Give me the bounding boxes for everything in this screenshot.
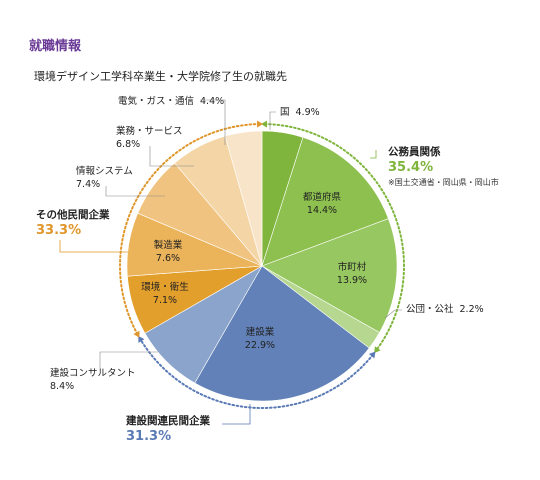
- slice-9-leader: [149, 146, 194, 167]
- ring-gov-arrow-start: [260, 120, 268, 128]
- slice-7-value: 7.6%: [156, 253, 180, 264]
- slice-5-leader: [99, 351, 158, 372]
- slice-0-leader: [269, 111, 276, 130]
- slice-10-label: 電気・ガス・通信: [118, 95, 194, 107]
- slice-7-label: 製造業: [154, 239, 183, 251]
- slice-4-wedge: [194, 265, 370, 402]
- slice-1-label: 都道府県: [303, 191, 342, 203]
- slice-6-label: 環境・衛生: [141, 281, 189, 293]
- group-gov-leader: [370, 150, 377, 159]
- slice-4-value: 22.9%: [245, 340, 275, 351]
- ring-construction-arrow-end: [138, 335, 145, 343]
- group-other-leader: [59, 240, 128, 253]
- slice-5-label: 建設コンサルタント: [50, 367, 136, 379]
- slice-8-value: 7.4%: [76, 179, 100, 190]
- slice-8-label: 情報システム: [76, 165, 133, 177]
- group-gov-name: 公務員関係: [388, 145, 441, 158]
- ring-construction: [139, 338, 374, 409]
- slice-2-value: 13.9%: [337, 275, 367, 286]
- group-construction-total: 31.3%: [126, 429, 171, 444]
- slice-0-value: 4.9%: [296, 107, 320, 118]
- slice-10-leader: [200, 99, 226, 145]
- page-heading: 就職情報: [29, 39, 82, 54]
- slice-8-leader: [105, 186, 165, 197]
- slice-9-value: 6.8%: [116, 139, 140, 150]
- group-construction-name: 建設関連民間企業: [125, 414, 210, 427]
- group-other-name: その他民間企業: [36, 208, 110, 221]
- slice-3-leader: [384, 309, 402, 319]
- slice-1-value: 14.4%: [307, 205, 337, 216]
- slice-9-label: 業務・サービス: [116, 125, 183, 137]
- chart-title: 環境デザイン工学科卒業生・大学院修了生の就職先: [34, 70, 287, 83]
- slice-4-label: 建設業: [246, 326, 275, 338]
- slice-6-value: 7.1%: [153, 295, 177, 306]
- ring-other-arrow-end: [256, 120, 264, 128]
- ring-other-arrow-start: [133, 330, 140, 338]
- slice-5-value: 8.4%: [50, 381, 74, 392]
- slice-2-label: 市町村: [338, 261, 367, 273]
- slice-10-value: 4.4%: [200, 96, 224, 107]
- slice-0-label: 国: [280, 107, 290, 118]
- slice-3-value: 2.2%: [460, 304, 484, 315]
- group-construction-leader: [222, 404, 251, 425]
- slice-2-wedge: [261, 218, 398, 333]
- ring-construction-arrow-start: [368, 351, 376, 359]
- group-other-total: 33.3%: [36, 223, 81, 238]
- ring-other: [119, 123, 261, 336]
- group-gov-total: 35.4%: [388, 160, 433, 175]
- slice-3-label: 公団・公社: [406, 303, 454, 315]
- slice-1-wedge: [261, 136, 389, 267]
- ring-gov-arrow-end: [374, 346, 381, 354]
- group-gov-note: ※国土交通省・岡山県・岡山市: [388, 177, 499, 187]
